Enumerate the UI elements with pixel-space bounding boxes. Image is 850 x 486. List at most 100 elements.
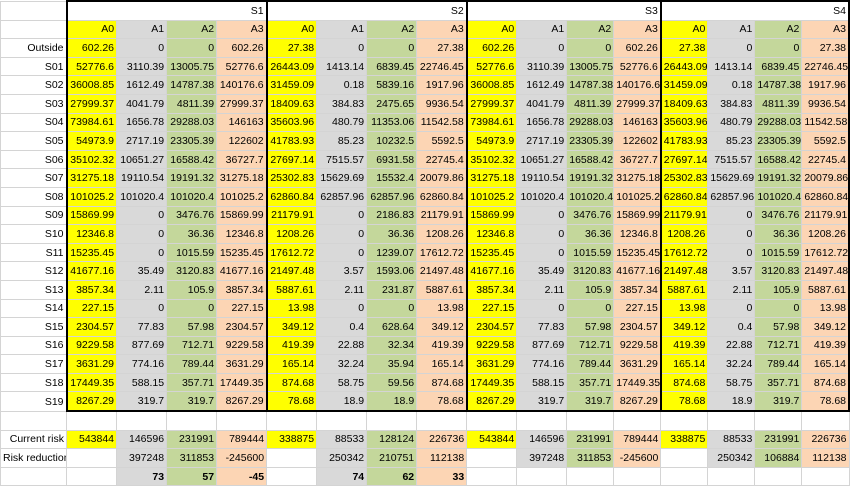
value-cell[interactable]: 105.9 [566, 279, 615, 300]
value-cell[interactable]: 602.26 [613, 38, 662, 58]
subheader-a2[interactable]: A2 [754, 19, 803, 40]
value-cell[interactable]: 874.68 [265, 372, 318, 393]
value-cell[interactable]: 1612.49 [116, 75, 168, 95]
value-cell[interactable]: 35102.32 [65, 149, 118, 170]
subheader-a2[interactable]: A2 [366, 19, 418, 40]
risk-reduction-cell[interactable]: 106884 [754, 448, 803, 468]
subheader-a1[interactable]: A1 [316, 19, 368, 40]
value-cell[interactable]: 7515.57 [707, 149, 756, 170]
group-header-s4[interactable]: S4 [659, 0, 850, 21]
value-cell[interactable]: 20079.86 [416, 168, 468, 188]
value-cell[interactable]: 27697.14 [265, 149, 318, 170]
value-cell[interactable]: 85.23 [707, 131, 756, 151]
value-cell[interactable]: 57.98 [566, 317, 615, 337]
value-cell[interactable]: 13.98 [801, 298, 850, 319]
value-cell[interactable]: 0 [366, 298, 418, 319]
value-cell[interactable]: 77.83 [516, 317, 568, 337]
value-cell[interactable]: 25302.83 [265, 168, 318, 188]
value-cell[interactable]: 52776.6 [216, 56, 268, 77]
value-cell[interactable]: 78.68 [416, 391, 468, 413]
value-cell[interactable]: 3.57 [316, 261, 368, 281]
empty-cell[interactable] [754, 410, 803, 431]
value-cell[interactable]: 588.15 [116, 372, 168, 393]
value-cell[interactable]: 101020.4 [754, 186, 803, 207]
value-cell[interactable]: 17612.72 [416, 242, 468, 263]
value-cell[interactable]: 874.68 [659, 372, 709, 393]
value-cell[interactable]: 27999.37 [65, 93, 118, 114]
value-cell[interactable]: 319.7 [516, 391, 568, 413]
value-cell[interactable]: 0 [116, 242, 168, 263]
value-cell[interactable]: 15235.45 [65, 242, 118, 263]
risk-reduction-cell[interactable] [66, 448, 118, 468]
empty-cell[interactable] [216, 410, 268, 431]
percent-cell[interactable]: 62 [366, 466, 418, 486]
value-cell[interactable]: 57.98 [166, 317, 218, 337]
value-cell[interactable]: 15235.45 [216, 242, 268, 263]
value-cell[interactable]: 26443.09 [265, 56, 318, 77]
value-cell[interactable]: 35603.96 [659, 112, 709, 133]
risk-reduction-cell[interactable]: -245600 [216, 448, 268, 468]
risk-reduction-cell[interactable]: -245600 [613, 448, 662, 468]
row-label[interactable]: S13 [0, 279, 68, 300]
value-cell[interactable]: 712.71 [166, 335, 218, 356]
value-cell[interactable]: 774.16 [116, 354, 168, 374]
subheader-a1[interactable]: A1 [116, 19, 168, 40]
value-cell[interactable]: 2304.57 [65, 317, 118, 337]
value-cell[interactable]: 10232.5 [366, 131, 418, 151]
value-cell[interactable]: 5592.5 [416, 131, 468, 151]
value-cell[interactable]: 4041.79 [116, 93, 168, 114]
value-cell[interactable]: 78.68 [801, 391, 850, 413]
value-cell[interactable]: 15629.69 [707, 168, 756, 188]
value-cell[interactable]: 21497.48 [801, 261, 850, 281]
value-cell[interactable]: 32.24 [707, 354, 756, 374]
value-cell[interactable]: 3631.29 [465, 354, 518, 374]
value-cell[interactable]: 27.38 [416, 38, 468, 58]
percent-cell[interactable] [801, 466, 850, 486]
subheader-a0[interactable]: A0 [265, 19, 318, 40]
value-cell[interactable]: 17612.72 [659, 242, 709, 263]
percent-cell[interactable] [754, 466, 803, 486]
value-cell[interactable]: 2717.19 [516, 131, 568, 151]
value-cell[interactable]: 12346.8 [465, 224, 518, 244]
value-cell[interactable]: 15869.99 [465, 205, 518, 226]
row-label[interactable]: S19 [0, 391, 68, 412]
current-risk-cell[interactable]: 231991 [566, 429, 615, 450]
percent-cell[interactable]: 33 [416, 466, 468, 486]
subheader-a0[interactable]: A0 [65, 19, 118, 40]
value-cell[interactable]: 19191.32 [166, 168, 218, 188]
value-cell[interactable]: 15869.99 [216, 205, 268, 226]
current-risk-cell[interactable]: 338875 [266, 429, 318, 450]
value-cell[interactable]: 0 [116, 205, 168, 226]
value-cell[interactable]: 227.15 [216, 298, 268, 319]
value-cell[interactable]: 0 [316, 205, 368, 226]
value-cell[interactable]: 1917.96 [801, 75, 850, 95]
value-cell[interactable]: 3110.39 [116, 56, 168, 77]
value-cell[interactable]: 5839.16 [366, 75, 418, 95]
value-cell[interactable]: 0 [516, 298, 568, 319]
percent-cell[interactable] [66, 466, 118, 486]
value-cell[interactable]: 27.38 [659, 38, 709, 58]
value-cell[interactable]: 231.87 [366, 279, 418, 300]
value-cell[interactable]: 789.44 [754, 354, 803, 374]
value-cell[interactable]: 319.7 [754, 391, 803, 413]
value-cell[interactable]: 0 [316, 242, 368, 263]
value-cell[interactable]: 419.39 [416, 335, 468, 356]
value-cell[interactable]: 5592.5 [801, 131, 850, 151]
current-risk-cell[interactable]: 146596 [516, 429, 568, 450]
value-cell[interactable]: 3120.83 [754, 261, 803, 281]
value-cell[interactable]: 1917.96 [416, 75, 468, 95]
value-cell[interactable]: 14787.38 [566, 75, 615, 95]
value-cell[interactable]: 3631.29 [613, 354, 662, 374]
value-cell[interactable]: 73984.61 [465, 112, 518, 133]
value-cell[interactable]: 101025.2 [465, 186, 518, 207]
value-cell[interactable]: 54973.9 [65, 131, 118, 151]
value-cell[interactable]: 3857.34 [216, 279, 268, 300]
value-cell[interactable]: 21497.48 [659, 261, 709, 281]
value-cell[interactable]: 22746.45 [416, 56, 468, 77]
value-cell[interactable]: 165.14 [801, 354, 850, 374]
value-cell[interactable]: 73984.61 [65, 112, 118, 133]
value-cell[interactable]: 29288.03 [166, 112, 218, 133]
value-cell[interactable]: 419.39 [801, 335, 850, 356]
value-cell[interactable]: 5887.61 [659, 279, 709, 300]
value-cell[interactable]: 16588.42 [566, 149, 615, 170]
